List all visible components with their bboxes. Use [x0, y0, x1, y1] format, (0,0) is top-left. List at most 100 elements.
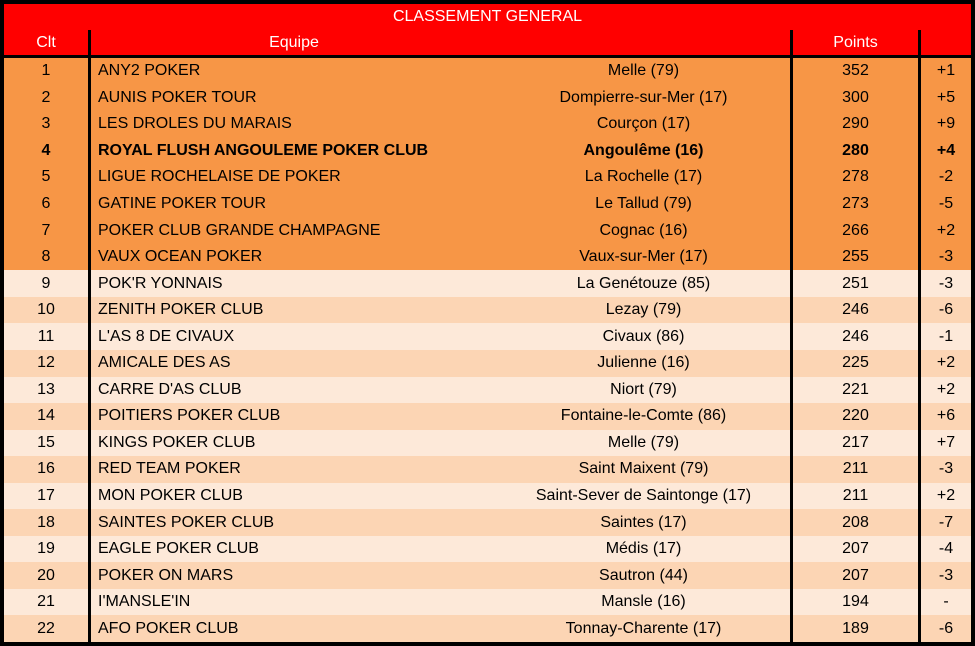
team-cell: EAGLE POKER CLUB	[98, 540, 259, 558]
table-row: 8 VAUX OCEAN POKER Vaux-sur-Mer (17) 255…	[4, 243, 971, 271]
rank-cell: 22	[4, 615, 91, 643]
points-cell: 290	[793, 111, 921, 138]
city-cell: Fontaine-le-Comte (86)	[497, 403, 793, 430]
table-body: 1 ANY2 POKER Melle (79) 352 +1 2 AUNIS P…	[4, 58, 971, 643]
change-cell: -	[943, 593, 949, 611]
change-cell: +5	[936, 88, 956, 106]
table-title: CLASSEMENT GENERAL	[392, 8, 583, 25]
points-cell: 255	[793, 243, 921, 271]
table-row: 10 ZENITH POKER CLUB Lezay (79) 246 -6	[4, 296, 971, 324]
team-cell: L'AS 8 DE CIVAUX	[98, 327, 235, 345]
change-cell: -4	[938, 540, 954, 558]
change-cell: -1	[938, 327, 954, 345]
team-cell: I'MANSLE'IN	[98, 593, 191, 611]
rank-cell: 1	[4, 58, 91, 85]
points-cell: 251	[793, 270, 921, 297]
table-row: 21 I'MANSLE'IN Mansle (16) 194 -	[4, 588, 971, 616]
team-cell: AMICALE DES AS	[98, 354, 231, 372]
table-row: 12 AMICALE DES AS Julienne (16) 225 +2	[4, 350, 971, 377]
table-row: 19 EAGLE POKER CLUB Médis (17) 207 -4	[4, 535, 971, 563]
rank-cell: 5	[4, 164, 91, 191]
points-cell: 211	[793, 482, 921, 510]
points-cell: 221	[793, 376, 921, 404]
table-title-row: CLASSEMENT GENERAL	[4, 4, 971, 30]
table-row: 4 ROYAL FLUSH ANGOULEME POKER CLUB Angou…	[4, 137, 971, 165]
rank-cell: 14	[4, 403, 91, 430]
table-row: 16 RED TEAM POKER Saint Maixent (79) 211…	[4, 456, 971, 483]
rank-cell: 17	[4, 482, 91, 510]
points-cell: 266	[793, 217, 921, 244]
rank-cell: 18	[4, 509, 91, 536]
change-cell: -2	[938, 168, 954, 186]
rank-cell: 9	[4, 270, 91, 297]
points-cell: 246	[793, 323, 921, 351]
city-cell: Lezay (79)	[497, 296, 793, 324]
header-separator	[4, 55, 971, 58]
points-cell: 352	[793, 58, 921, 85]
change-cell: +2	[936, 487, 956, 505]
city-cell: La Genétouze (85)	[497, 270, 793, 297]
points-cell: 208	[793, 509, 921, 536]
points-cell: 278	[793, 164, 921, 191]
city-cell: Dompierre-sur-Mer (17)	[497, 84, 793, 112]
points-cell: 217	[793, 429, 921, 457]
table-row: 9 POK'R YONNAIS La Genétouze (85) 251 -3	[4, 270, 971, 297]
points-cell: 273	[793, 190, 921, 218]
city-cell: Le Tallud (79)	[497, 190, 793, 218]
team-cell: POITIERS POKER CLUB	[98, 407, 281, 425]
rank-cell: 20	[4, 562, 91, 589]
city-cell: Angoulême (16)	[497, 137, 793, 165]
points-cell: 225	[793, 350, 921, 377]
change-cell: -6	[938, 301, 954, 319]
city-cell: Cognac (16)	[497, 217, 793, 244]
change-cell: +2	[936, 354, 956, 372]
table-row: 13 CARRE D'AS CLUB Niort (79) 221 +2	[4, 376, 971, 404]
change-cell: -3	[938, 248, 954, 266]
table-row: 15 KINGS POKER CLUB Melle (79) 217 +7	[4, 429, 971, 457]
header-points: Points	[793, 30, 921, 55]
change-cell: +6	[936, 407, 956, 425]
rank-cell: 10	[4, 296, 91, 324]
team-cell: RED TEAM POKER	[98, 460, 241, 478]
table-row: 20 POKER ON MARS Sautron (44) 207 -3	[4, 562, 971, 589]
table-row: 3 LES DROLES DU MARAIS Courçon (17) 290 …	[4, 111, 971, 138]
points-cell: 189	[793, 615, 921, 643]
points-cell: 246	[793, 296, 921, 324]
change-cell: -6	[938, 619, 954, 637]
table-row: 1 ANY2 POKER Melle (79) 352 +1	[4, 58, 971, 85]
team-cell: ZENITH POKER CLUB	[98, 301, 264, 319]
team-cell: ANY2 POKER	[98, 62, 201, 80]
table-row: 11 L'AS 8 DE CIVAUX Civaux (86) 246 -1	[4, 323, 971, 351]
header-rank: Clt	[4, 30, 91, 55]
column-header-row: Clt Equipe Points	[4, 30, 971, 55]
city-cell: La Rochelle (17)	[497, 164, 793, 191]
city-cell: Tonnay-Charente (17)	[497, 615, 793, 643]
city-cell: Vaux-sur-Mer (17)	[497, 243, 793, 271]
rank-cell: 15	[4, 429, 91, 457]
table-row: 18 SAINTES POKER CLUB Saintes (17) 208 -…	[4, 509, 971, 536]
change-cell: +2	[936, 380, 956, 398]
table-row: 5 LIGUE ROCHELAISE DE POKER La Rochelle …	[4, 164, 971, 191]
rank-cell: 2	[4, 84, 91, 112]
change-cell: -7	[938, 513, 954, 531]
points-cell: 300	[793, 84, 921, 112]
team-cell: AUNIS POKER TOUR	[98, 88, 257, 106]
team-cell: POKER ON MARS	[98, 566, 234, 584]
city-cell: Saint Maixent (79)	[497, 456, 793, 483]
points-cell: 194	[793, 588, 921, 616]
rank-cell: 3	[4, 111, 91, 138]
rank-cell: 12	[4, 350, 91, 377]
city-cell: Saintes (17)	[497, 509, 793, 536]
header-team: Equipe	[269, 33, 319, 51]
points-cell: 211	[793, 456, 921, 483]
team-cell: KINGS POKER CLUB	[98, 433, 256, 451]
rank-cell: 16	[4, 456, 91, 483]
city-cell: Civaux (86)	[497, 323, 793, 351]
city-cell: Niort (79)	[497, 376, 793, 404]
city-cell: Saint-Sever de Saintonge (17)	[497, 482, 793, 510]
header-city-blank	[497, 30, 793, 55]
city-cell: Mansle (16)	[497, 588, 793, 616]
team-cell: LES DROLES DU MARAIS	[98, 115, 292, 133]
city-cell: Courçon (17)	[497, 111, 793, 138]
rank-cell: 21	[4, 588, 91, 616]
